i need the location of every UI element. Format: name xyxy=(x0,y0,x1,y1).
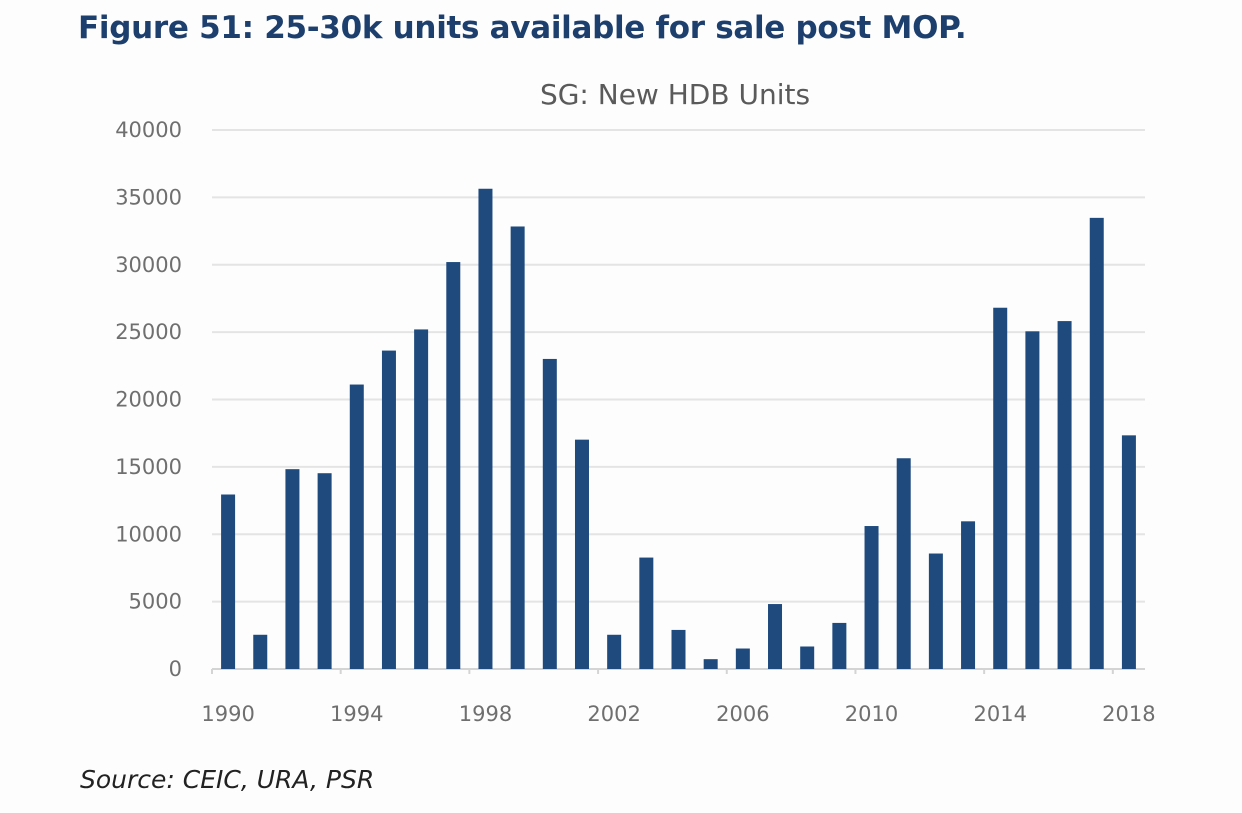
x-tick-label: 2002 xyxy=(587,702,640,726)
bar-2015 xyxy=(1025,331,1040,669)
bar-2005 xyxy=(703,659,718,669)
bar-2009 xyxy=(832,622,847,669)
y-tick-label: 35000 xyxy=(115,185,182,209)
y-tick-label: 40000 xyxy=(115,118,182,142)
x-tick-label: 1994 xyxy=(330,702,383,726)
bar-2001 xyxy=(574,439,589,669)
bars xyxy=(221,188,1136,669)
x-tick-label: 2006 xyxy=(716,702,769,726)
bar-1991 xyxy=(253,634,268,669)
x-tick-label: 2014 xyxy=(973,702,1026,726)
bar-2000 xyxy=(542,358,557,669)
figure-title: Figure 51: 25-30k units available for sa… xyxy=(78,10,967,46)
y-axis-ticks: 0 5000 10000 15000 20000 25000 30000 35000 40000 xyxy=(115,118,182,681)
bar-1990 xyxy=(221,494,236,669)
y-tick-label: 5000 xyxy=(129,590,182,614)
x-tick-label: 1998 xyxy=(459,702,512,726)
y-tick-label: 0 xyxy=(169,657,182,681)
bar-1996 xyxy=(414,329,429,669)
bar-2012 xyxy=(928,553,943,669)
x-tick-label: 1990 xyxy=(201,702,254,726)
y-tick-label: 30000 xyxy=(115,253,182,277)
bar-1993 xyxy=(317,473,332,669)
bar-2004 xyxy=(671,629,686,669)
x-tick-label: 2010 xyxy=(845,702,898,726)
y-tick-label: 10000 xyxy=(115,522,182,546)
bar-2011 xyxy=(896,458,911,669)
bar-2006 xyxy=(735,648,750,669)
x-axis-ticks: 1990 1994 1998 2002 2006 2010 2014 2018 xyxy=(201,669,1156,726)
bar-1994 xyxy=(349,384,364,669)
y-tick-label: 15000 xyxy=(115,455,182,479)
bar-2008 xyxy=(800,646,815,669)
bar-1999 xyxy=(510,226,525,669)
x-tick-label: 2018 xyxy=(1102,702,1155,726)
bar-2003 xyxy=(639,557,654,669)
bar-2007 xyxy=(768,604,783,669)
bar-2018 xyxy=(1121,435,1136,669)
bar-2013 xyxy=(961,521,976,669)
bar-2014 xyxy=(993,307,1008,669)
chart-title: SG: New HDB Units xyxy=(540,78,810,111)
bar-1998 xyxy=(478,188,493,669)
bar-2010 xyxy=(864,526,879,669)
y-tick-label: 25000 xyxy=(115,320,182,344)
bar-1992 xyxy=(285,469,300,669)
source-note: Source: CEIC, URA, PSR xyxy=(80,765,375,794)
bar-2002 xyxy=(607,634,622,669)
bar-1995 xyxy=(381,350,396,669)
bar-2017 xyxy=(1089,217,1104,669)
bar-1997 xyxy=(446,262,461,669)
gridlines xyxy=(212,129,1145,670)
bar-2016 xyxy=(1057,321,1072,669)
y-tick-label: 20000 xyxy=(115,388,182,412)
